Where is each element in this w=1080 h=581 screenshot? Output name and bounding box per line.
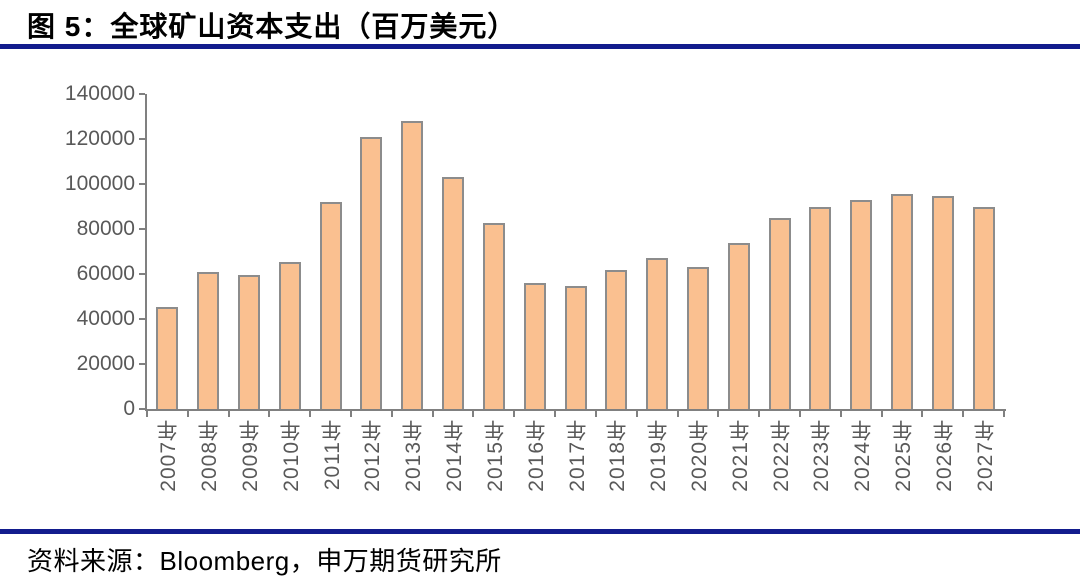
x-axis-tick bbox=[268, 411, 271, 417]
x-axis-label-2011: 2011年 bbox=[320, 419, 344, 491]
y-axis-label-60000: 60000 bbox=[76, 262, 135, 285]
x-axis-tick bbox=[554, 411, 557, 417]
bar-2015 bbox=[482, 223, 505, 409]
figure-title: 图 5：全球矿山资本支出（百万美元） bbox=[27, 11, 517, 42]
x-axis-tick bbox=[186, 411, 189, 417]
x-axis-tick bbox=[146, 411, 148, 417]
bar-2014 bbox=[442, 177, 465, 409]
x-axis-tick bbox=[472, 411, 475, 417]
x-axis-label-2021: 2021年 bbox=[728, 419, 752, 492]
x-axis-tick bbox=[309, 411, 312, 417]
x-axis-label-2015: 2015年 bbox=[483, 419, 507, 492]
bar-2021 bbox=[727, 242, 750, 409]
x-axis-tick bbox=[594, 411, 597, 417]
bar-2023 bbox=[809, 206, 832, 409]
y-axis-tick bbox=[139, 273, 145, 275]
footer-divider bbox=[0, 529, 1080, 534]
x-axis-tick bbox=[962, 411, 965, 417]
bar-2010 bbox=[278, 261, 301, 409]
x-axis-label-2013: 2013年 bbox=[402, 419, 426, 492]
mining-capex-bar-chart: 0 20000 40000 60000 80000 100000 120000 140000 2… bbox=[0, 55, 1080, 525]
y-axis-tick bbox=[139, 93, 145, 95]
y-axis-tick bbox=[139, 408, 145, 410]
x-axis-tick bbox=[758, 411, 761, 417]
y-axis-label-40000: 40000 bbox=[76, 307, 135, 330]
y-axis-label-80000: 80000 bbox=[76, 217, 135, 240]
y-axis-label-20000: 20000 bbox=[76, 352, 135, 375]
x-axis-label-2007: 2007年 bbox=[157, 419, 181, 492]
bar-2011 bbox=[319, 202, 342, 409]
x-axis-label-2017: 2017年 bbox=[565, 419, 589, 492]
bar-2013 bbox=[401, 121, 424, 409]
x-axis-tick bbox=[635, 411, 638, 417]
x-axis-tick bbox=[717, 411, 720, 417]
y-axis-label-140000: 140000 bbox=[64, 82, 135, 105]
y-axis-tick bbox=[139, 138, 145, 140]
x-axis-tick bbox=[431, 411, 434, 417]
y-axis-label-120000: 120000 bbox=[64, 127, 135, 150]
x-axis-tick bbox=[390, 411, 393, 417]
y-axis-tick bbox=[139, 183, 145, 185]
y-axis-tick bbox=[139, 363, 145, 365]
x-axis-tick bbox=[798, 411, 801, 417]
x-axis-label-2025: 2025年 bbox=[891, 419, 915, 492]
bar-2022 bbox=[768, 217, 791, 409]
y-axis-label-100000: 100000 bbox=[64, 172, 135, 195]
y-axis-tick bbox=[139, 318, 145, 320]
source-note: 资料来源：Bloomberg，申万期货研究所 bbox=[27, 546, 502, 576]
y-axis-line bbox=[145, 94, 147, 411]
y-axis-label-0: 0 bbox=[123, 397, 135, 420]
bar-2024 bbox=[850, 199, 873, 409]
x-axis-label-2027: 2027年 bbox=[973, 419, 997, 492]
bar-2027 bbox=[972, 206, 995, 409]
bar-2020 bbox=[686, 267, 709, 409]
bar-2008 bbox=[197, 271, 220, 409]
x-axis-label-2020: 2020年 bbox=[687, 419, 711, 492]
bar-2025 bbox=[890, 194, 913, 409]
bar-2009 bbox=[238, 275, 261, 409]
x-axis-label-2024: 2024年 bbox=[851, 419, 875, 492]
x-axis-label-2016: 2016年 bbox=[524, 419, 548, 492]
x-axis-tick bbox=[513, 411, 516, 417]
x-axis-label-2008: 2008年 bbox=[198, 419, 222, 492]
x-axis-label-2010: 2010年 bbox=[279, 419, 303, 492]
x-axis-line bbox=[145, 409, 1006, 411]
x-axis-tick bbox=[839, 411, 842, 417]
x-axis-label-2014: 2014年 bbox=[443, 419, 467, 492]
bar-2012 bbox=[360, 136, 383, 409]
x-axis-label-2012: 2012年 bbox=[361, 419, 385, 492]
x-axis-label-2026: 2026年 bbox=[932, 419, 956, 492]
x-axis-label-2019: 2019年 bbox=[647, 419, 671, 492]
x-axis-tick bbox=[350, 411, 353, 417]
bar-2016 bbox=[523, 283, 546, 409]
y-axis-tick bbox=[139, 228, 145, 230]
bar-2007 bbox=[156, 306, 179, 409]
bar-2018 bbox=[605, 269, 628, 409]
x-axis-tick bbox=[1003, 411, 1005, 417]
bar-2026 bbox=[931, 196, 954, 409]
x-axis-label-2023: 2023年 bbox=[810, 419, 834, 492]
x-axis-tick bbox=[227, 411, 230, 417]
bar-2019 bbox=[646, 258, 669, 409]
x-axis-tick bbox=[880, 411, 883, 417]
bar-2017 bbox=[564, 286, 587, 409]
title-divider bbox=[0, 44, 1080, 49]
x-axis-label-2009: 2009年 bbox=[239, 419, 263, 492]
x-axis-label-2022: 2022年 bbox=[769, 419, 793, 492]
x-axis-tick bbox=[921, 411, 924, 417]
x-axis-label-2018: 2018年 bbox=[606, 419, 630, 492]
x-axis-tick bbox=[676, 411, 679, 417]
